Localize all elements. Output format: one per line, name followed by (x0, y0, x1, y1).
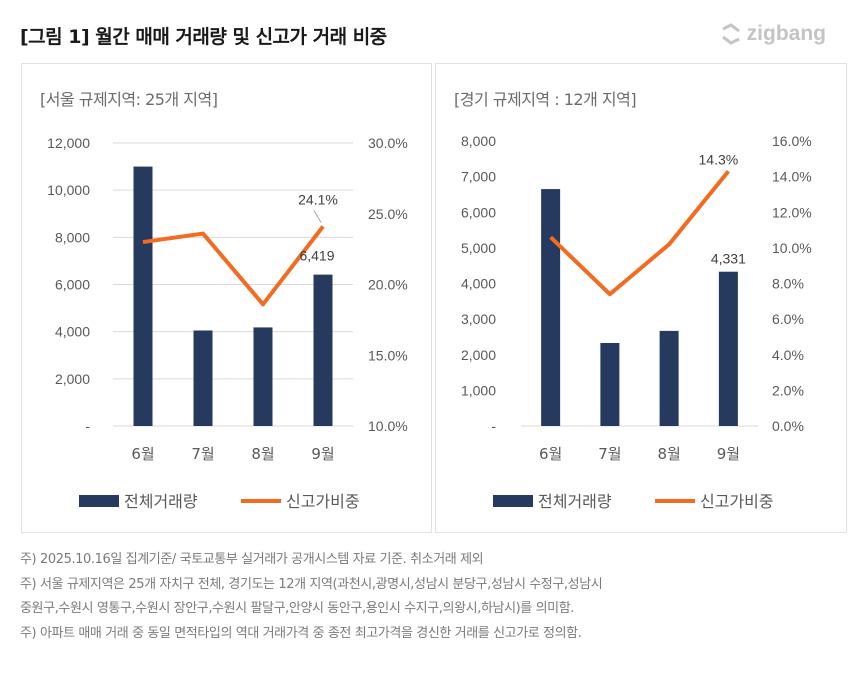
y-right-tick-label: 10.0% (772, 240, 812, 256)
y-right-tick-label: 12.0% (772, 204, 812, 220)
bar-data-label: 6,419 (299, 248, 334, 264)
y-left-tick-label: 3,000 (461, 311, 496, 327)
footnote: 중원구,수원시 영통구,수원시 장안구,수원시 팔달구,안양시 동안구,용인시 … (20, 601, 575, 616)
y-left-tick-label: - (491, 418, 496, 434)
figure-title: [그림 1] 월간 매매 거래량 및 신고가 거래 비중 (20, 26, 387, 48)
legend-label: 신고가비중 (700, 492, 774, 511)
footnote: 주) 아파트 매매 거래 중 동일 면적타입의 역대 거래가격 중 종전 최고가… (20, 625, 582, 641)
chart-panel-seoul: [서울 규제지역: 25개 지역] - 2,000 4,000 6,000 8,000 1… (21, 63, 432, 533)
series-line-신고가비중 (549, 170, 730, 297)
y-right-tick-label: 0.0% (772, 418, 804, 434)
y-left-tick-label: 8,000 (55, 229, 90, 245)
y-left-tick-label: 4,000 (55, 324, 90, 340)
bar-3 (659, 330, 679, 426)
x-tick-label: 7월 (191, 445, 214, 463)
y-left-tick-label: 6,000 (55, 277, 90, 293)
legend-bar-swatch (493, 495, 533, 507)
y-right-tick-label: 15.0% (368, 347, 408, 363)
y-right-tick-label: 25.0% (368, 206, 408, 222)
y-left-tick-label: 5,000 (461, 240, 496, 256)
bar-2 (600, 342, 620, 426)
x-tick-label: 9월 (717, 445, 740, 463)
y-left-tick-label: 6,000 (461, 204, 496, 220)
y-left-tick-label: 4,000 (461, 276, 496, 292)
footnotes: 주) 2025.10.16일 집계기준/ 국토교통부 실거래가 공개시스템 자료… (20, 548, 603, 646)
y-right-tick-label: 30.0% (368, 135, 408, 151)
bar-1 (541, 189, 561, 426)
chart-seoul: - 2,000 4,000 6,000 8,000 10,000 12,000 10.0% 15… (47, 135, 408, 511)
y-right-tick-label: 10.0% (368, 418, 408, 434)
bar-data-label: 4,331 (711, 251, 746, 267)
logo-text: zigbang (746, 22, 826, 45)
line-data-label: 24.1% (298, 191, 338, 207)
bar-4 (718, 271, 738, 426)
y-right-tick-label: 8.0% (772, 276, 804, 292)
series-line-신고가비중 (142, 225, 325, 307)
chart-title: [경기 규제지역 : 12개 지역] (454, 90, 637, 109)
legend-label: 전체거래량 (124, 492, 198, 511)
y-right-tick-label: 2.0% (772, 382, 804, 398)
bar-2 (193, 330, 213, 426)
x-tick-label: 8월 (657, 445, 680, 463)
y-right-tick-label: 16.0% (772, 133, 812, 149)
y-left-tick-label: 1,000 (461, 382, 496, 398)
y-left-tick-label: 2,000 (461, 347, 496, 363)
y-left-tick-label: 12,000 (47, 135, 90, 151)
x-tick-label: 8월 (251, 445, 274, 463)
logo-icon (721, 23, 740, 45)
zigbang-logo: zigbang (719, 22, 826, 46)
chart-gyeonggi: - 1,000 2,000 3,000 4,000 5,000 6,000 7,000 8,00… (461, 133, 812, 511)
y-left-tick-label: 2,000 (55, 371, 90, 387)
footnote: 주) 서울 규제지역은 25개 자치구 전체, 경기도는 12개 지역(과천시,… (20, 576, 603, 592)
y-right-tick-label: 14.0% (772, 169, 812, 185)
y-right-tick-label: 6.0% (772, 311, 804, 327)
x-tick-label: 9월 (311, 445, 334, 463)
legend-label: 전체거래량 (538, 492, 612, 511)
y-right-tick-label: 20.0% (368, 277, 408, 293)
y-left-tick-label: 7,000 (461, 169, 496, 185)
bar-3 (253, 327, 273, 426)
legend-label: 신고가비중 (286, 492, 360, 511)
chart-title: [서울 규제지역: 25개 지역] (40, 90, 218, 109)
leader-line (313, 210, 322, 223)
bar-4 (313, 274, 333, 426)
footnote: 주) 2025.10.16일 집계기준/ 국토교통부 실거래가 공개시스템 자료… (20, 552, 484, 567)
x-tick-label: 7월 (598, 445, 621, 463)
legend-bar-swatch (79, 495, 119, 507)
x-tick-label: 6월 (131, 445, 154, 463)
y-left-tick-label: 10,000 (47, 182, 90, 198)
x-tick-label: 6월 (539, 445, 562, 463)
bar-1 (133, 166, 153, 426)
y-left-tick-label: 8,000 (461, 133, 496, 149)
y-left-tick-label: - (85, 418, 90, 434)
line-data-label: 14.3% (699, 151, 739, 167)
chart-panel-gyeonggi: [경기 규제지역 : 12개 지역] - 1,000 2,000 3,000 4,000… (435, 63, 847, 533)
y-right-tick-label: 4.0% (772, 347, 804, 363)
